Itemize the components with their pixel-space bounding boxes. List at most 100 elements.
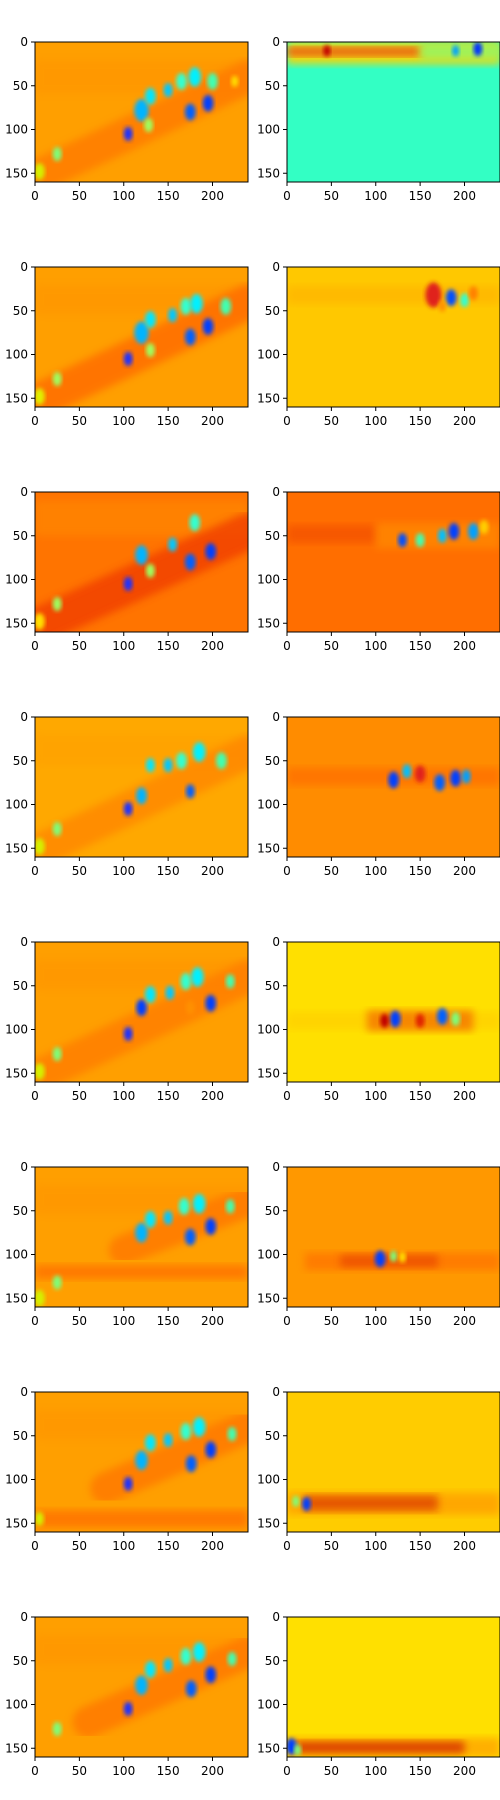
y-tick-label: 0 [20,35,28,49]
y-tick-label: 100 [257,1023,280,1037]
heatmap-hotspot [35,163,45,180]
heatmap-image [287,1167,500,1307]
heatmap-hotspot [163,758,173,773]
heatmap-hotspot [205,1666,217,1684]
heatmap-hotspot [425,282,442,308]
x-tick-label: 150 [157,639,180,653]
heatmap-image [287,1617,500,1757]
heatmap-image [287,267,500,407]
heatmap-hotspot [184,328,196,346]
x-tick-label: 100 [364,189,387,203]
y-tick-label: 50 [265,1429,280,1443]
heatmap-ridge [35,60,248,182]
heatmap-panel-r4-right: 0 50 100 150 200 0 50 100 150 [257,710,500,878]
heatmap-hotspot [227,1427,237,1441]
heatmap-panel-r1-left: 0 50 100 150 200 0 50 100 150 [5,35,249,203]
y-tick-label: 150 [257,1516,280,1530]
heatmap-hotspot [178,1197,190,1215]
heatmap-image [35,1392,248,1532]
y-tick-label: 50 [265,754,280,768]
heatmap-hotspot [123,126,133,141]
axes-frame [34,716,249,858]
heatmap-hotspot [168,308,177,323]
heatmap-band [287,47,421,56]
heatmap-hotspot [184,553,196,571]
y-tick-label: 0 [272,710,280,724]
y-tick-label: 150 [257,166,280,180]
y-tick-label: 50 [265,79,280,93]
x-tick-label: 100 [112,414,135,428]
y-tick-label: 0 [20,1160,28,1174]
heatmap-ridge [72,1636,248,1738]
heatmap-hotspot [190,293,203,314]
heatmap-band [35,1510,248,1528]
heatmap-hotspot [437,528,447,543]
heatmap-hotspot [144,118,154,133]
heatmap-hotspot [134,99,149,122]
heatmap-hotspot [52,1275,62,1290]
x-tick-label: 0 [283,639,291,653]
y-tick-label: 50 [13,979,28,993]
x-tick-label: 200 [453,864,476,878]
heatmap-background [287,42,500,182]
y-tick-label: 100 [5,798,28,812]
axes-frame [286,1616,500,1758]
heatmap-hotspot [52,147,62,161]
heatmap-hotspot [192,1417,206,1437]
y-tick-label: 150 [5,391,28,405]
x-tick-label: 50 [324,1764,339,1778]
axes-frame [34,1616,249,1758]
y-tick-label: 150 [257,391,280,405]
y-tick-label: 0 [272,35,280,49]
x-tick-label: 50 [72,189,87,203]
y-tick-label: 50 [13,1654,28,1668]
heatmap-hotspot [461,769,471,784]
heatmap-hotspot [302,1497,311,1511]
y-tick-label: 0 [20,1385,28,1399]
heatmap-hotspot [136,787,147,805]
x-tick-label: 150 [157,864,180,878]
heatmap-hotspot [35,1063,45,1080]
heatmap-hotspot [414,765,426,783]
heatmap-hotspot [227,1652,237,1666]
x-tick-label: 100 [364,414,387,428]
y-tick-label: 100 [257,348,280,362]
y-tick-label: 100 [257,1248,280,1262]
x-tick-label: 150 [409,1539,432,1553]
heatmap-hotspot [451,1012,461,1026]
y-tick-label: 150 [257,1291,280,1305]
x-tick-label: 200 [201,864,224,878]
x-tick-label: 150 [409,414,432,428]
x-tick-label: 200 [201,1314,224,1328]
x-tick-label: 100 [112,639,135,653]
heatmap-hotspot [180,297,192,315]
heatmap-hotspot [136,999,147,1017]
heatmap-hotspot [135,1675,148,1696]
heatmap-hotspot [185,784,195,799]
y-tick-label: 50 [265,529,280,543]
x-tick-label: 150 [157,189,180,203]
x-tick-label: 0 [31,189,39,203]
heatmap-hotspot [35,388,45,405]
y-tick-label: 150 [257,841,280,855]
y-tick-label: 0 [20,710,28,724]
x-tick-label: 50 [72,639,87,653]
heatmap-hotspot [294,1744,302,1756]
y-tick-label: 100 [257,1473,280,1487]
heatmap-hotspot [52,1722,62,1736]
y-tick-label: 50 [13,529,28,543]
heatmap-hotspot [52,597,62,611]
x-tick-label: 50 [72,1314,87,1328]
heatmap-image [35,1617,248,1757]
x-tick-label: 150 [409,1089,432,1103]
heatmap-band [287,525,376,543]
heatmap-panel-r8-left: 0 50 100 150 200 0 50 100 150 [5,1610,249,1778]
heatmap-hotspot [397,533,407,548]
y-tick-label: 0 [20,1610,28,1624]
heatmap-hotspot [450,769,461,787]
y-tick-label: 150 [5,1741,28,1755]
heatmap-panel-r8-right: 0 50 100 150 200 0 50 100 150 [257,1610,500,1778]
heatmap-panel-r7-left: 0 50 100 150 200 0 50 100 150 [5,1385,249,1553]
heatmap-hotspot [436,1007,448,1025]
